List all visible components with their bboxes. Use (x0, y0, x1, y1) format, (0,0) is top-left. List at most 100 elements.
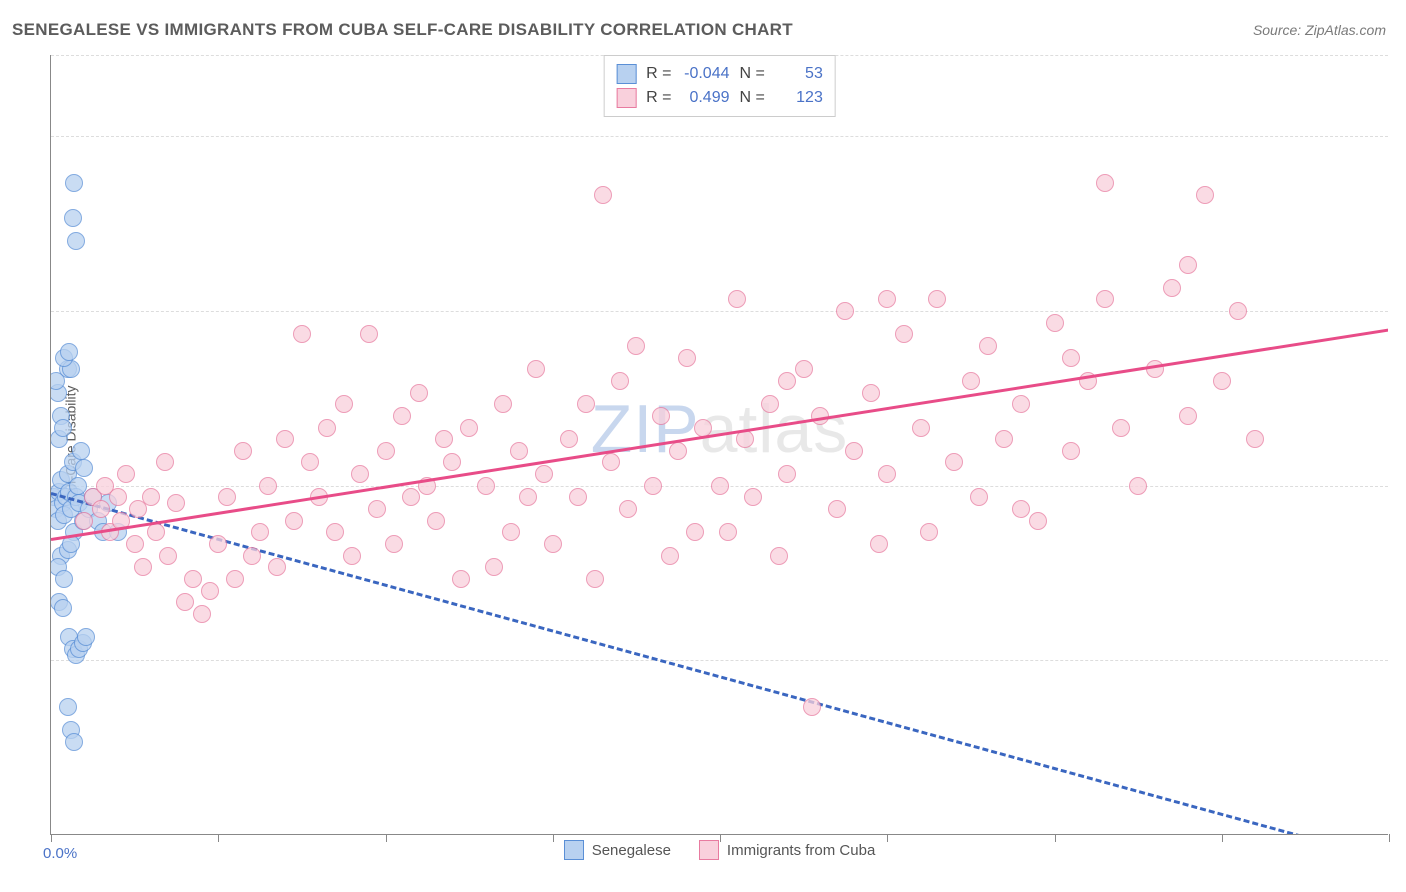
data-point-cuba (1213, 372, 1231, 390)
data-point-senegalese (75, 459, 93, 477)
trend-line-cuba (51, 329, 1388, 542)
data-point-cuba (770, 547, 788, 565)
data-point-cuba (477, 477, 495, 495)
r-label: R = (646, 86, 671, 110)
data-point-cuba (259, 477, 277, 495)
data-point-cuba (627, 337, 645, 355)
data-point-cuba (778, 465, 796, 483)
data-point-cuba (1246, 430, 1264, 448)
r-value-senegalese: -0.044 (682, 62, 730, 86)
data-point-cuba (728, 290, 746, 308)
data-point-cuba (184, 570, 202, 588)
data-point-cuba (678, 349, 696, 367)
data-point-cuba (1096, 174, 1114, 192)
data-point-senegalese (77, 628, 95, 646)
x-tick (887, 834, 888, 842)
stats-row-senegalese: R =-0.044N =53 (616, 62, 823, 86)
data-point-cuba (201, 582, 219, 600)
legend-swatch-cuba (616, 88, 636, 108)
data-point-cuba (193, 605, 211, 623)
data-point-cuba (1196, 186, 1214, 204)
data-point-cuba (75, 512, 93, 530)
plot-area: Self-Care Disability ZIPatlas R =-0.044N… (50, 55, 1388, 835)
data-point-cuba (234, 442, 252, 460)
x-tick (1222, 834, 1223, 842)
data-point-cuba (156, 453, 174, 471)
data-point-senegalese (72, 442, 90, 460)
data-point-cuba (577, 395, 595, 413)
data-point-cuba (167, 494, 185, 512)
data-point-cuba (159, 547, 177, 565)
y-tick-label: 1.5% (1393, 652, 1406, 669)
data-point-cuba (1046, 314, 1064, 332)
data-point-senegalese (55, 570, 73, 588)
x-tick (51, 834, 52, 842)
data-point-cuba (920, 523, 938, 541)
n-value-cuba: 123 (775, 86, 823, 110)
data-point-cuba (126, 535, 144, 553)
data-point-cuba (878, 465, 896, 483)
n-label: N = (740, 62, 765, 86)
data-point-cuba (251, 523, 269, 541)
data-point-senegalese (54, 419, 72, 437)
data-point-senegalese (65, 733, 83, 751)
data-point-cuba (360, 325, 378, 343)
data-point-cuba (928, 290, 946, 308)
data-point-cuba (142, 488, 160, 506)
y-tick-label: 4.5% (1393, 303, 1406, 320)
data-point-cuba (285, 512, 303, 530)
data-point-cuba (243, 547, 261, 565)
x-tick (218, 834, 219, 842)
data-point-cuba (686, 523, 704, 541)
scatter-layer (51, 55, 1388, 834)
x-tick (386, 834, 387, 842)
data-point-cuba (1029, 512, 1047, 530)
stats-row-cuba: R =0.499N =123 (616, 86, 823, 110)
legend-swatch-cuba (699, 840, 719, 860)
legend-swatch-senegalese (616, 64, 636, 84)
data-point-cuba (92, 500, 110, 518)
data-point-cuba (535, 465, 553, 483)
data-point-cuba (912, 419, 930, 437)
data-point-cuba (452, 570, 470, 588)
data-point-cuba (385, 535, 403, 553)
data-point-cuba (502, 523, 520, 541)
data-point-cuba (368, 500, 386, 518)
data-point-cuba (443, 453, 461, 471)
data-point-cuba (335, 395, 353, 413)
data-point-cuba (602, 453, 620, 471)
legend-swatch-senegalese (564, 840, 584, 860)
data-point-cuba (594, 186, 612, 204)
data-point-cuba (962, 372, 980, 390)
data-point-cuba (778, 372, 796, 390)
data-point-cuba (544, 535, 562, 553)
data-point-cuba (795, 360, 813, 378)
data-point-cuba (147, 523, 165, 541)
data-point-cuba (828, 500, 846, 518)
data-point-cuba (979, 337, 997, 355)
data-point-cuba (268, 558, 286, 576)
data-point-cuba (836, 302, 854, 320)
data-point-cuba (1179, 256, 1197, 274)
data-point-cuba (761, 395, 779, 413)
data-point-cuba (393, 407, 411, 425)
data-point-cuba (611, 372, 629, 390)
data-point-cuba (878, 290, 896, 308)
chart-title: SENEGALESE VS IMMIGRANTS FROM CUBA SELF-… (12, 20, 793, 40)
r-label: R = (646, 62, 671, 86)
data-point-cuba (652, 407, 670, 425)
data-point-senegalese (60, 343, 78, 361)
data-point-cuba (862, 384, 880, 402)
data-point-cuba (560, 430, 578, 448)
data-point-cuba (1163, 279, 1181, 297)
data-point-cuba (510, 442, 528, 460)
data-point-cuba (1062, 349, 1080, 367)
data-point-cuba (895, 325, 913, 343)
series-legend: SenegaleseImmigrants from Cuba (51, 840, 1388, 860)
data-point-cuba (619, 500, 637, 518)
data-point-cuba (427, 512, 445, 530)
x-tick (1055, 834, 1056, 842)
data-point-cuba (485, 558, 503, 576)
data-point-cuba (377, 442, 395, 460)
data-point-cuba (402, 488, 420, 506)
